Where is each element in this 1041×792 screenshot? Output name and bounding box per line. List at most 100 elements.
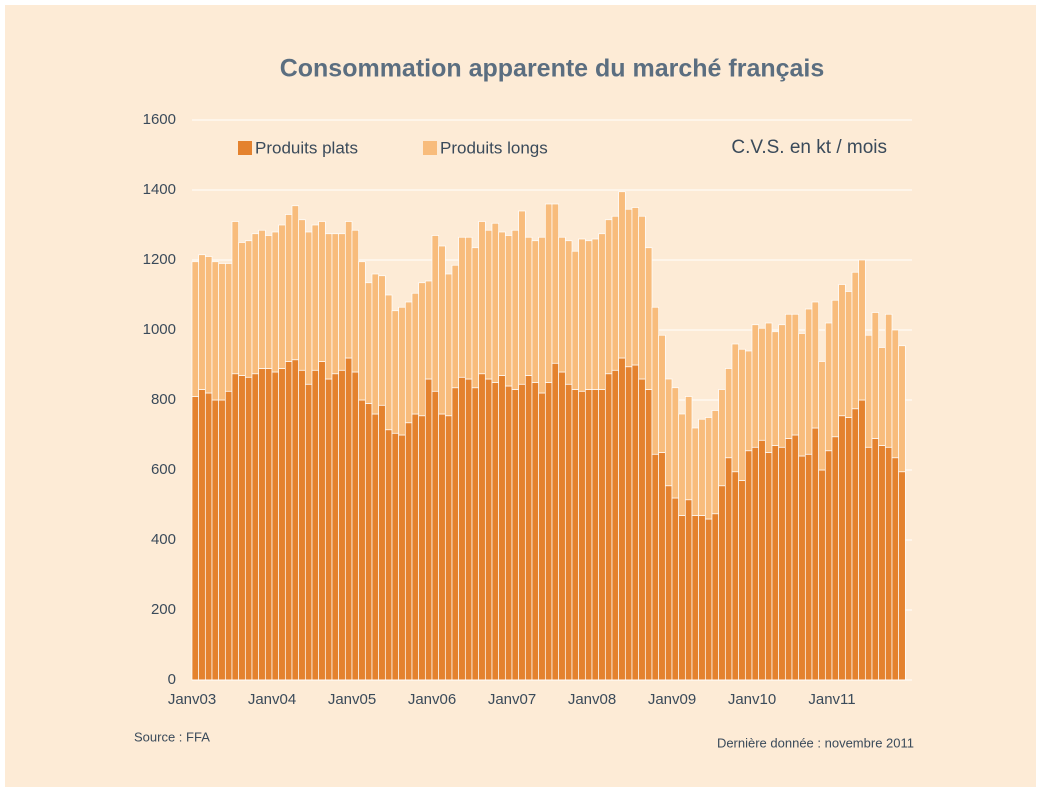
bar-segment <box>804 308 813 455</box>
bar-segment <box>404 422 413 681</box>
bar-segment <box>311 369 320 681</box>
bar-segment <box>811 427 820 681</box>
bar-segment <box>898 345 906 473</box>
bar-segment <box>704 417 713 520</box>
bar-segment <box>458 236 466 378</box>
bar-segment <box>791 313 800 436</box>
bar-segment <box>864 446 873 681</box>
bar-segment <box>791 434 800 681</box>
bar-segment <box>638 378 646 681</box>
legend-swatch <box>423 141 437 155</box>
bar-segment <box>698 418 706 516</box>
bar-segment <box>511 389 520 681</box>
x-tick-label: Janv05 <box>328 691 376 708</box>
bar-segment <box>351 371 360 681</box>
bar-segment <box>584 389 593 681</box>
bar-segment <box>798 333 806 457</box>
bar-segment <box>431 390 440 681</box>
bar-segment <box>318 361 326 681</box>
bar-segment <box>584 240 593 390</box>
bar-segment <box>771 445 780 681</box>
bar-segment <box>451 387 460 681</box>
chart-title: Consommation apparente du marché françai… <box>280 55 825 83</box>
bar-segment <box>664 378 673 487</box>
bar-segment <box>358 261 366 401</box>
bar-segment <box>351 229 360 373</box>
bar-segment <box>218 399 226 681</box>
bar-segment <box>211 261 220 401</box>
bar-segment <box>278 368 286 681</box>
bar-segment <box>238 375 246 681</box>
y-tick-label: 800 <box>151 391 176 408</box>
bar-segment <box>304 231 313 385</box>
bar-segment <box>418 415 426 681</box>
bar-segment <box>824 322 833 452</box>
bar-segment <box>251 373 260 681</box>
bar-segment <box>291 359 300 681</box>
bar-segment <box>764 452 773 681</box>
bar-segment <box>344 357 353 681</box>
y-tick-label: 1400 <box>143 181 176 198</box>
bar-segment <box>524 375 533 681</box>
bar-segment <box>304 383 313 681</box>
bar-segment <box>258 368 266 681</box>
bar-segment <box>818 469 826 681</box>
bar-segment <box>658 334 666 453</box>
bar-segment <box>491 382 500 681</box>
bar-segment <box>451 264 460 389</box>
bar-segment <box>338 369 346 681</box>
bar-segment <box>858 399 866 681</box>
bar-segment <box>691 515 700 681</box>
bar-segment <box>871 312 880 439</box>
bar-segment <box>731 343 740 473</box>
bar-segment <box>378 275 386 406</box>
y-tick-label: 200 <box>151 601 176 618</box>
bar-segment <box>418 282 426 417</box>
bar-segment <box>838 284 846 417</box>
bar-segment <box>504 385 513 681</box>
bar-segment <box>664 485 673 681</box>
bar-segment <box>384 429 393 681</box>
bar-segment <box>551 362 560 681</box>
bar-segment <box>544 203 553 383</box>
bar-segment <box>624 208 633 368</box>
bar-segment <box>618 191 626 359</box>
bar-segment <box>718 389 726 487</box>
bar-segment <box>891 329 900 459</box>
bar-segment <box>758 439 766 681</box>
x-tick-label: Janv09 <box>648 691 696 708</box>
bar-segment <box>464 236 473 380</box>
bar-segment <box>684 499 693 681</box>
bar-segment <box>711 410 720 515</box>
bar-segment <box>231 221 240 375</box>
bar-segment <box>638 215 646 380</box>
bar-segment <box>224 390 233 681</box>
bar-segment <box>204 256 213 394</box>
bar-segment <box>898 471 906 681</box>
x-tick-label: Janv11 <box>808 691 855 708</box>
bar-segment <box>744 350 753 452</box>
bar-segment <box>838 415 846 681</box>
bar-segment <box>824 450 833 681</box>
bar-segment <box>778 324 786 448</box>
x-tick-label: Janv06 <box>408 691 456 708</box>
bar-segment <box>798 455 806 681</box>
bar-segment <box>831 436 840 681</box>
bar-segment <box>571 389 580 681</box>
bar-segment <box>538 392 546 681</box>
bar-segment <box>438 245 446 415</box>
bar-segment <box>731 471 740 681</box>
bar-segment <box>244 376 253 681</box>
legend-label: Produits longs <box>440 138 548 157</box>
bar-segment <box>651 453 660 681</box>
bar-segment <box>591 389 600 681</box>
annotation: C.V.S. en kt / mois <box>731 137 887 158</box>
x-tick-label: Janv10 <box>728 691 776 708</box>
bar-segment <box>324 378 333 681</box>
bar-segment <box>758 327 766 441</box>
bar-segment <box>504 235 513 387</box>
bar-segment <box>384 294 393 431</box>
bar-segment <box>811 301 820 429</box>
bar-segment <box>578 390 586 681</box>
bar-segment <box>478 221 486 375</box>
